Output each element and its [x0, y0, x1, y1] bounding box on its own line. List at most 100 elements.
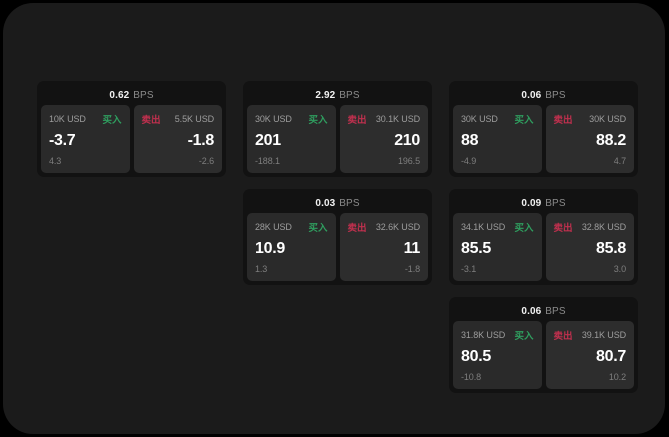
bps-unit-label: BPS	[545, 197, 566, 209]
bps-unit-label: BPS	[339, 197, 360, 209]
buy-size-label: 30K USD	[255, 114, 292, 124]
buy-size-label: 10K USD	[49, 114, 86, 124]
sell-panel[interactable]: 卖出 30K USD 88.2 4.7	[545, 105, 634, 173]
sell-delta: -1.8	[404, 264, 420, 274]
sell-panel[interactable]: 卖出 5.5K USD -1.8 -2.6	[133, 105, 222, 173]
bps-unit-label: BPS	[339, 89, 360, 101]
buy-price: 85.5	[461, 240, 491, 257]
buy-price: -3.7	[49, 132, 76, 149]
buy-action-label[interactable]: 买入	[308, 223, 328, 234]
buy-action-label[interactable]: 买入	[308, 115, 328, 126]
card-header: 0.62 BPS	[41, 85, 222, 105]
bps-value: 0.03	[315, 197, 336, 209]
buy-panel-header: 31.8K USD 买入	[461, 329, 534, 342]
card-header: 0.06 BPS	[453, 301, 634, 321]
buy-size-label: 28K USD	[255, 222, 292, 232]
buy-panel[interactable]: 28K USD 买入 10.9 1.3	[247, 213, 336, 281]
buy-price: 10.9	[255, 240, 285, 257]
quote-card[interactable]: 0.06 BPS 30K USD 买入 88 -4.9 卖出 30K USD 88.2 4.7	[449, 81, 638, 177]
sell-panel[interactable]: 卖出 32.8K USD 85.8 3.0	[545, 213, 634, 281]
card-body: 30K USD 买入 88 -4.9 卖出 30K USD 88.2 4.7	[453, 105, 634, 173]
card-body: 10K USD 买入 -3.7 4.3 卖出 5.5K USD -1.8 -2.6	[41, 105, 222, 173]
quote-card[interactable]: 0.62 BPS 10K USD 买入 -3.7 4.3 卖出 5.5K USD -1.8 -2.…	[37, 81, 226, 177]
bps-unit-label: BPS	[545, 89, 566, 101]
buy-delta: -4.9	[461, 156, 477, 166]
quote-column: 0.06 BPS 30K USD 买入 88 -4.9 卖出 30K USD 88.2 4.7 0.…	[449, 81, 638, 393]
sell-size-label: 5.5K USD	[174, 114, 214, 124]
sell-panel[interactable]: 卖出 30.1K USD 210 196.5	[339, 105, 428, 173]
sell-action-label[interactable]: 卖出	[347, 223, 367, 234]
sell-action-label[interactable]: 卖出	[553, 115, 573, 126]
buy-panel[interactable]: 30K USD 买入 88 -4.9	[453, 105, 542, 173]
card-body: 31.8K USD 买入 80.5 -10.8 卖出 39.1K USD 80.7 10.2	[453, 321, 634, 389]
buy-delta: 4.3	[49, 156, 62, 166]
buy-size-label: 30K USD	[461, 114, 498, 124]
buy-panel-header: 28K USD 买入	[255, 221, 328, 234]
bps-value: 2.92	[315, 89, 336, 101]
quote-column: 2.92 BPS 30K USD 买入 201 -188.1 卖出 30.1K USD 210 1…	[243, 81, 432, 285]
sell-delta: -2.6	[198, 156, 214, 166]
buy-price: 80.5	[461, 348, 491, 365]
sell-panel[interactable]: 卖出 39.1K USD 80.7 10.2	[545, 321, 634, 389]
sell-size-label: 30.1K USD	[375, 114, 420, 124]
sell-price: 80.7	[596, 348, 626, 365]
sell-action-label[interactable]: 卖出	[553, 223, 573, 234]
buy-action-label[interactable]: 买入	[514, 331, 534, 342]
bps-value: 0.06	[521, 305, 542, 317]
sell-panel[interactable]: 卖出 32.6K USD 11 -1.8	[339, 213, 428, 281]
buy-size-label: 31.8K USD	[461, 330, 506, 340]
sell-price: 210	[394, 132, 420, 149]
buy-action-label[interactable]: 买入	[102, 115, 122, 126]
card-header: 0.03 BPS	[247, 193, 428, 213]
sell-price: 11	[403, 240, 421, 257]
sell-panel-header: 卖出 30.1K USD	[347, 113, 421, 126]
buy-panel-header: 30K USD 买入	[255, 113, 328, 126]
buy-action-label[interactable]: 买入	[514, 115, 534, 126]
bps-unit-label: BPS	[133, 89, 154, 101]
bps-unit-label: BPS	[545, 305, 566, 317]
buy-panel[interactable]: 34.1K USD 买入 85.5 -3.1	[453, 213, 542, 281]
card-body: 30K USD 买入 201 -188.1 卖出 30.1K USD 210 196.5	[247, 105, 428, 173]
card-header: 0.06 BPS	[453, 85, 634, 105]
sell-delta: 4.7	[613, 156, 626, 166]
quote-card[interactable]: 2.92 BPS 30K USD 买入 201 -188.1 卖出 30.1K USD 210 1…	[243, 81, 432, 177]
card-body: 34.1K USD 买入 85.5 -3.1 卖出 32.8K USD 85.8 3.0	[453, 213, 634, 281]
buy-delta: -3.1	[461, 264, 477, 274]
quote-card[interactable]: 0.06 BPS 31.8K USD 买入 80.5 -10.8 卖出 39.1K USD 80…	[449, 297, 638, 393]
card-body: 28K USD 买入 10.9 1.3 卖出 32.6K USD 11 -1.8	[247, 213, 428, 281]
sell-size-label: 32.6K USD	[375, 222, 420, 232]
buy-delta: -10.8	[461, 372, 482, 382]
buy-action-label[interactable]: 买入	[514, 223, 534, 234]
buy-panel[interactable]: 10K USD 买入 -3.7 4.3	[41, 105, 130, 173]
app-frame: 0.62 BPS 10K USD 买入 -3.7 4.3 卖出 5.5K USD -1.8 -2.…	[3, 3, 665, 434]
bps-value: 0.06	[521, 89, 542, 101]
buy-price: 88	[461, 132, 479, 149]
sell-action-label[interactable]: 卖出	[553, 331, 573, 342]
sell-panel-header: 卖出 5.5K USD	[141, 113, 215, 126]
buy-panel[interactable]: 30K USD 买入 201 -188.1	[247, 105, 336, 173]
quote-card[interactable]: 0.09 BPS 34.1K USD 买入 85.5 -3.1 卖出 32.8K USD 85.…	[449, 189, 638, 285]
sell-action-label[interactable]: 卖出	[141, 115, 161, 126]
sell-price: -1.8	[187, 132, 215, 149]
bps-value: 0.62	[109, 89, 130, 101]
sell-price: 88.2	[596, 132, 626, 149]
sell-action-label[interactable]: 卖出	[347, 115, 367, 126]
card-header: 0.09 BPS	[453, 193, 634, 213]
sell-delta: 3.0	[613, 264, 626, 274]
buy-price: 201	[255, 132, 281, 149]
quote-board: 0.62 BPS 10K USD 买入 -3.7 4.3 卖出 5.5K USD -1.8 -2.…	[37, 81, 638, 393]
sell-size-label: 32.8K USD	[581, 222, 626, 232]
sell-delta: 10.2	[608, 372, 626, 382]
buy-panel-header: 10K USD 买入	[49, 113, 122, 126]
buy-delta: 1.3	[255, 264, 268, 274]
sell-size-label: 30K USD	[589, 114, 626, 124]
bps-value: 0.09	[521, 197, 542, 209]
sell-panel-header: 卖出 32.8K USD	[553, 221, 627, 234]
buy-delta: -188.1	[255, 156, 280, 166]
sell-price: 85.8	[596, 240, 626, 257]
quote-card[interactable]: 0.03 BPS 28K USD 买入 10.9 1.3 卖出 32.6K USD 11 -1.8	[243, 189, 432, 285]
buy-panel-header: 34.1K USD 买入	[461, 221, 534, 234]
buy-panel-header: 30K USD 买入	[461, 113, 534, 126]
buy-panel[interactable]: 31.8K USD 买入 80.5 -10.8	[453, 321, 542, 389]
sell-panel-header: 卖出 32.6K USD	[347, 221, 421, 234]
